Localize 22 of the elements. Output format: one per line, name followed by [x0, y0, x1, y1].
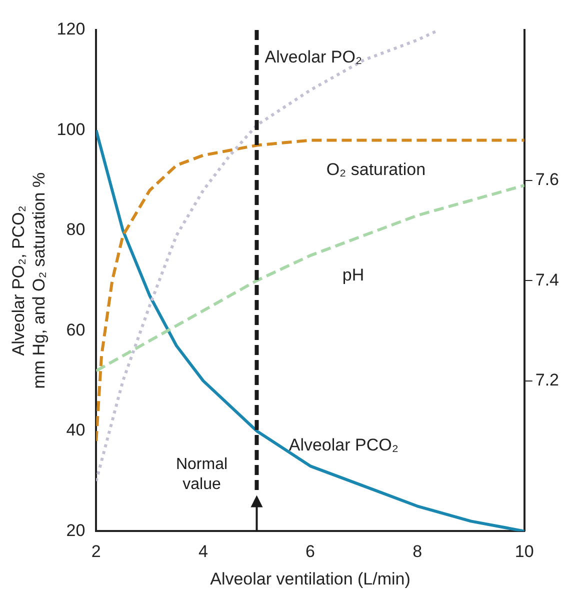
ref-line-label: Normal value — [176, 456, 228, 494]
x-tick-label: 6 — [306, 542, 315, 562]
series-label: Alveolar PCO₂ — [288, 436, 398, 455]
y2-tick-label: 7.2 — [535, 370, 560, 390]
series-label: pH — [342, 265, 364, 284]
x-tick-label: 8 — [412, 542, 422, 562]
x-tick-label: 4 — [198, 542, 208, 562]
y-tick-label: 100 — [56, 120, 86, 139]
x-axis-title: Alveolar ventilation (L/min) — [210, 569, 410, 588]
series-label: Alveolar PO₂ — [264, 47, 362, 66]
x-tick-label: 2 — [91, 542, 101, 562]
y-tick-label: 60 — [66, 320, 86, 340]
series-label: O₂ saturation — [326, 160, 426, 180]
y2-tick-label: 7.4 — [535, 270, 560, 290]
y-axis-title: Alveolar PO₂, PCO₂ mm Hg, and O₂ saturation % — [8, 172, 48, 389]
line-series — [96, 184, 524, 372]
y-tick-label: 120 — [56, 20, 86, 39]
y-tick-label: 20 — [66, 520, 86, 540]
y-tick-label: 80 — [66, 220, 86, 240]
y2-tick-label: 7.6 — [535, 170, 560, 190]
y-tick-label: 40 — [66, 420, 86, 440]
x-tick-label: 10 — [514, 542, 534, 562]
